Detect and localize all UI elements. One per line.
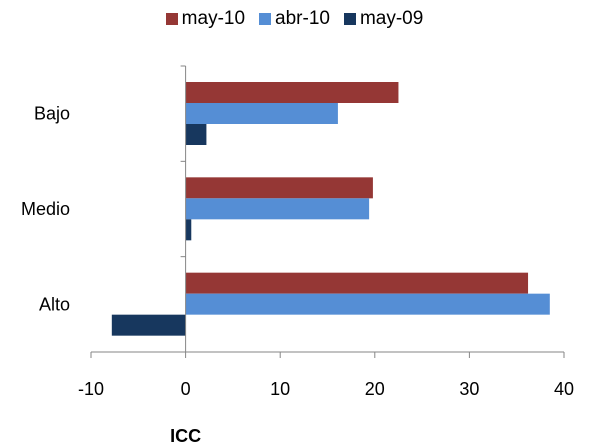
legend-label: may-09 [359, 8, 424, 29]
legend-swatch [343, 13, 356, 25]
legend-swatch [259, 13, 272, 25]
x-tick-label: 40 [554, 379, 574, 399]
x-tick-label: 30 [459, 379, 479, 399]
bar-bajo-abr-10 [185, 103, 338, 124]
category-label: Medio [21, 199, 70, 219]
legend-item-may-10: may-10 [165, 8, 246, 30]
x-tick-label: 0 [181, 379, 191, 399]
bar-bajo-may-09 [185, 124, 207, 145]
x-axis-title: ICC [170, 426, 201, 446]
x-tick-label: 20 [365, 379, 385, 399]
legend-item-may-09: may-09 [343, 8, 424, 30]
legend-label: may-10 [181, 8, 246, 29]
category-label: Bajo [34, 104, 70, 124]
x-tick-label: 10 [270, 379, 290, 399]
bar-medio-abr-10 [185, 198, 370, 220]
legend: may-10 abr-10 may-09 [0, 8, 589, 30]
bar-medio-may-09 [185, 219, 192, 241]
legend-item-abr-10: abr-10 [259, 8, 330, 30]
x-tick-label: -10 [78, 379, 104, 399]
legend-swatch [165, 13, 178, 25]
bar-alto-may-10 [185, 272, 529, 294]
bar-alto-abr-10 [185, 293, 550, 315]
category-label: Alto [39, 294, 70, 314]
legend-label: abr-10 [275, 8, 330, 29]
bar-bajo-may-10 [185, 82, 399, 103]
bar-alto-may-09 [111, 314, 186, 336]
bar-medio-may-10 [185, 177, 373, 199]
